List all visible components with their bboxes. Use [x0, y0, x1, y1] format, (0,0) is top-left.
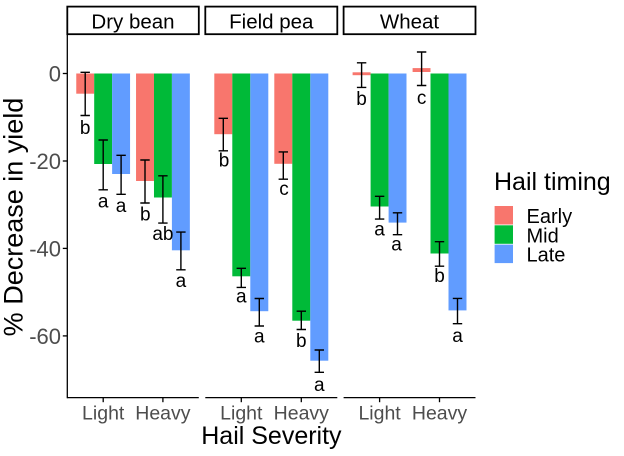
svg-text:-40: -40 [29, 237, 61, 262]
svg-text:b: b [80, 118, 91, 139]
svg-text:Early: Early [527, 206, 573, 228]
svg-text:Dry bean: Dry bean [91, 10, 174, 33]
svg-text:Late: Late [527, 245, 566, 267]
svg-text:a: a [236, 287, 247, 308]
svg-text:Light: Light [358, 403, 401, 425]
svg-text:c: c [279, 179, 289, 200]
svg-text:-60: -60 [29, 324, 61, 349]
svg-text:0: 0 [49, 62, 61, 87]
svg-text:b: b [219, 151, 230, 172]
svg-text:b: b [356, 89, 367, 110]
svg-text:a: a [176, 271, 187, 292]
svg-text:a: a [452, 326, 463, 347]
svg-text:b: b [140, 205, 151, 226]
svg-text:-20: -20 [29, 149, 61, 174]
svg-text:a: a [314, 375, 325, 396]
svg-text:b: b [434, 266, 445, 287]
svg-text:c: c [417, 88, 427, 109]
svg-text:Hail timing: Hail timing [494, 168, 611, 196]
svg-text:a: a [254, 327, 265, 348]
svg-text:Heavy: Heavy [412, 403, 468, 425]
svg-text:ab: ab [152, 224, 173, 245]
svg-text:Hail Severity: Hail Severity [201, 422, 342, 450]
svg-text:a: a [374, 220, 385, 241]
svg-text:b: b [296, 331, 307, 352]
svg-text:Light: Light [82, 403, 125, 425]
svg-text:a: a [391, 235, 402, 256]
svg-text:a: a [98, 192, 109, 213]
svg-text:Mid: Mid [527, 225, 559, 247]
svg-text:Heavy: Heavy [274, 403, 330, 425]
svg-text:Heavy: Heavy [135, 403, 191, 425]
svg-text:a: a [116, 196, 127, 217]
svg-text:Wheat: Wheat [380, 10, 440, 33]
svg-text:Field pea: Field pea [229, 10, 314, 33]
svg-text:Light: Light [220, 403, 263, 425]
svg-text:% Decrease in yield: % Decrease in yield [0, 98, 28, 337]
